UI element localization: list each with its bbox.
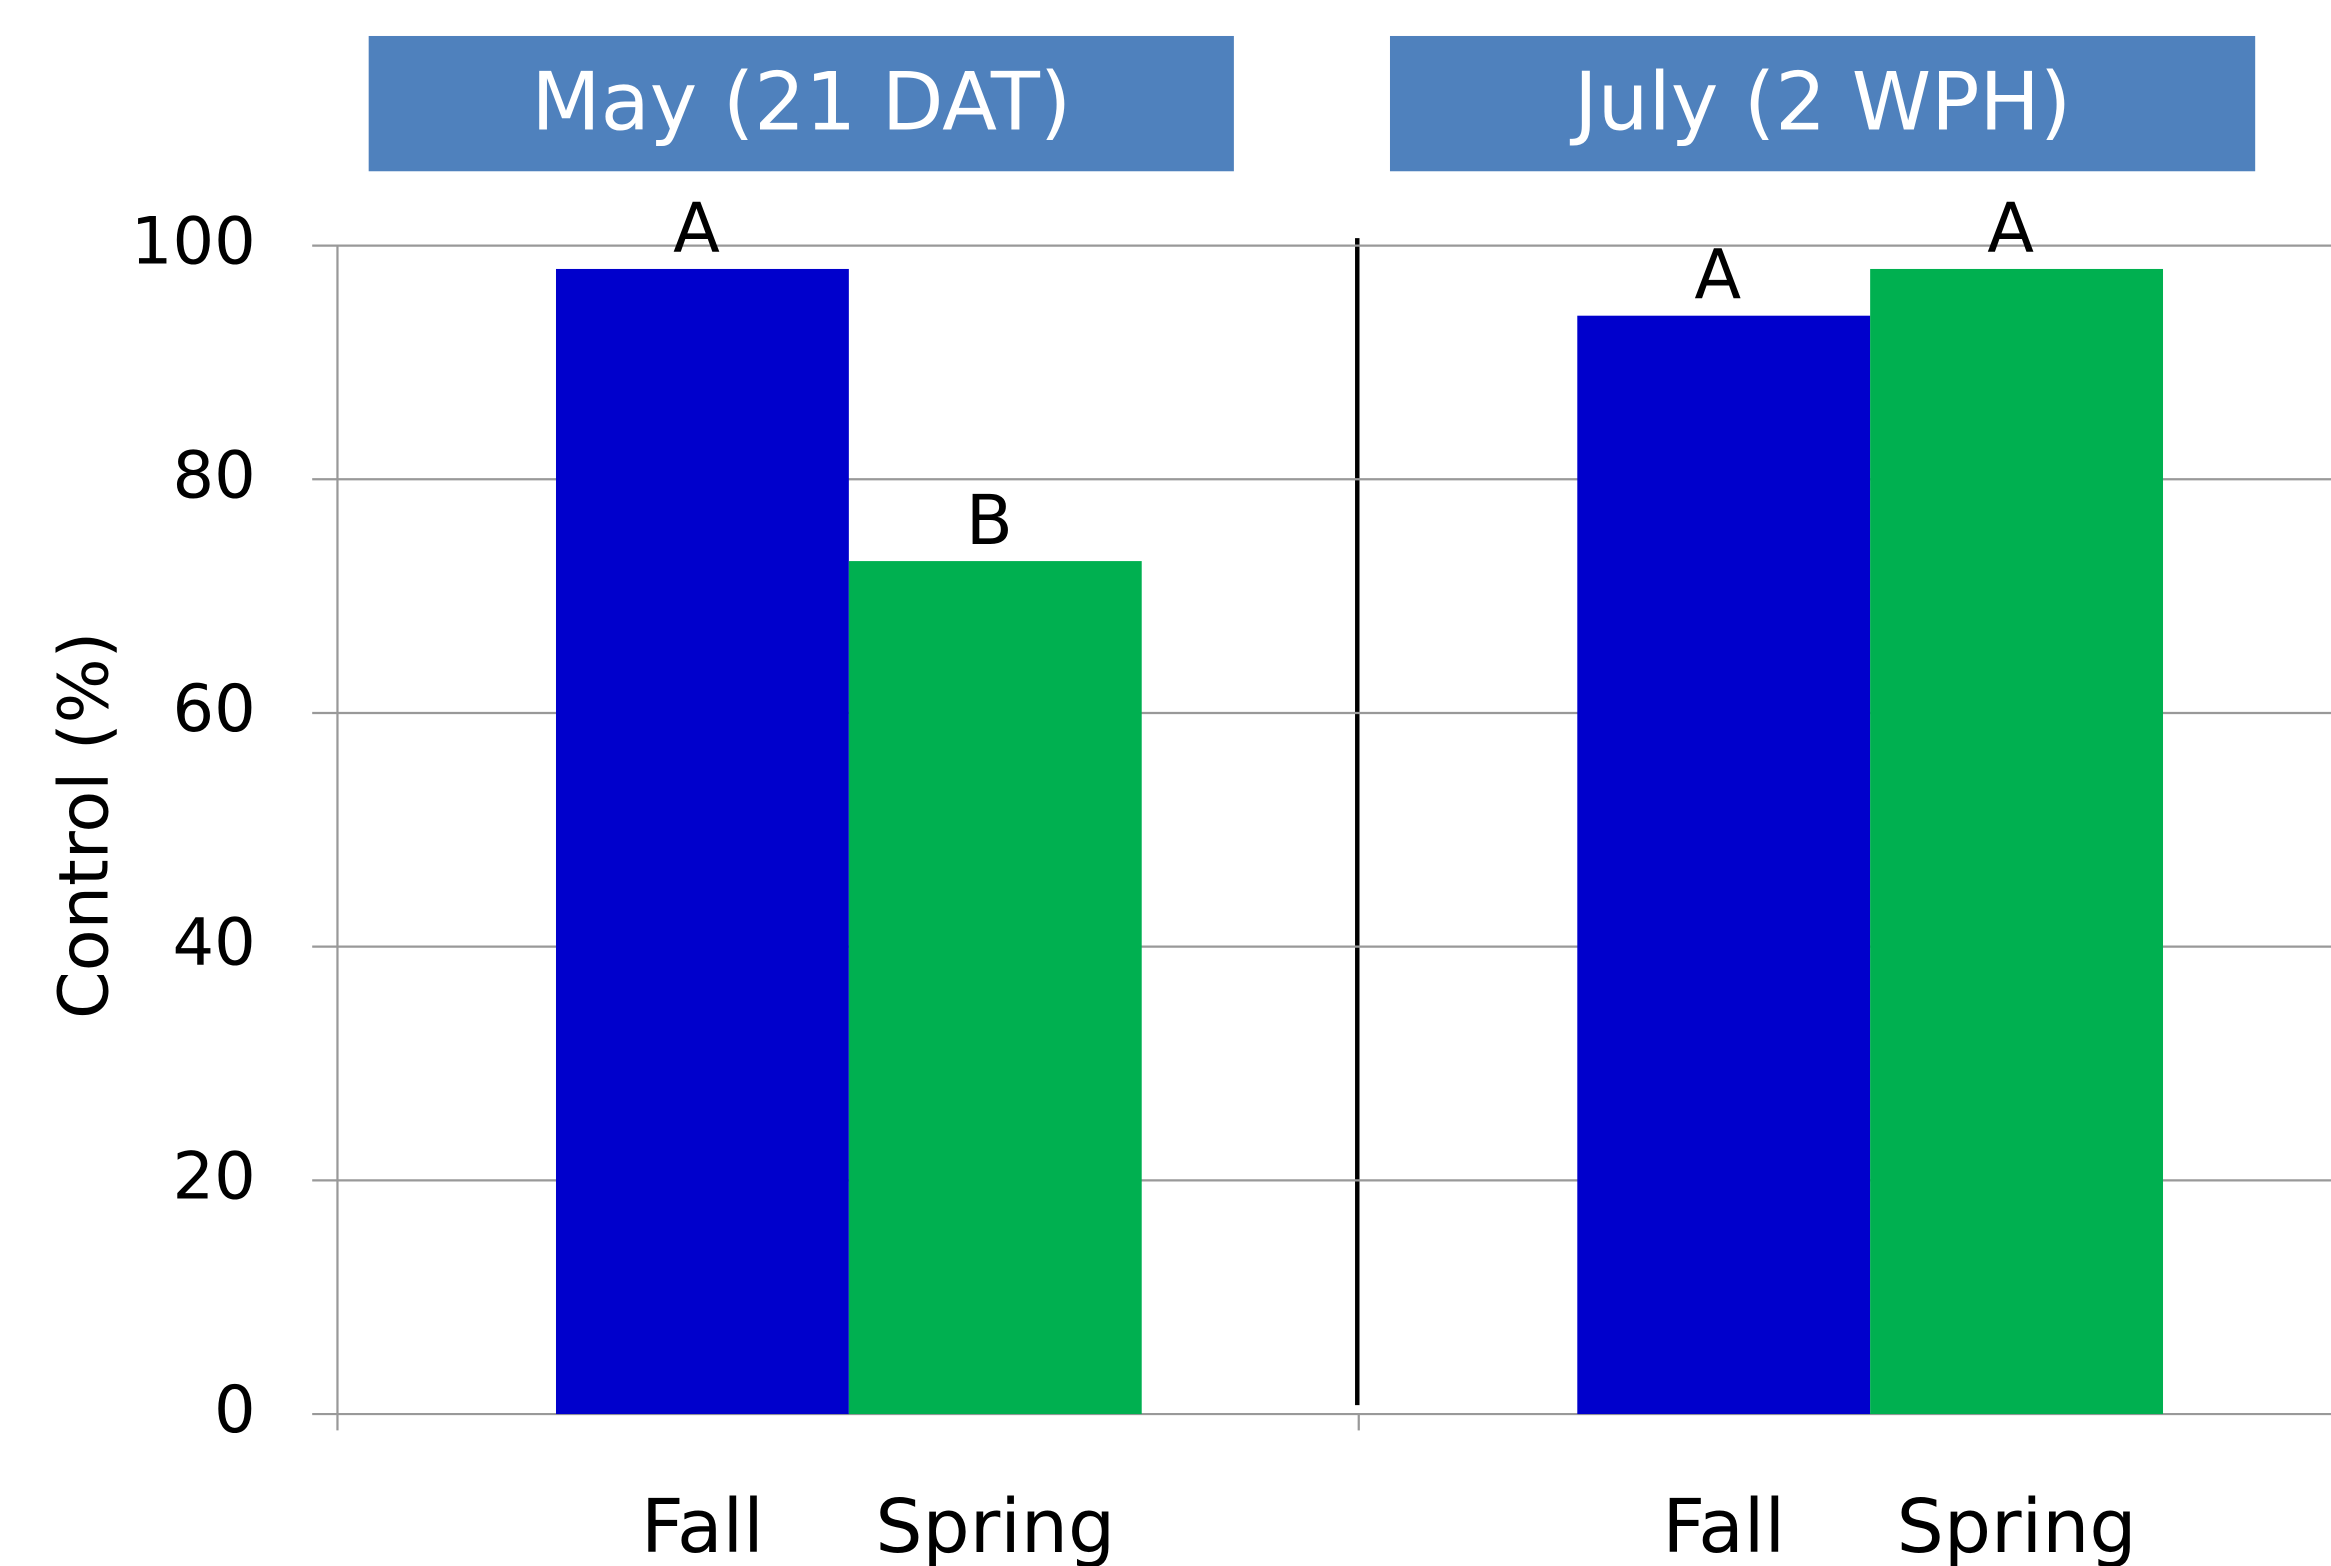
group-header xyxy=(368,35,1234,172)
significance-letter: A xyxy=(673,190,720,269)
y-tick-label: 100 xyxy=(131,204,256,280)
x-tick-label: Spring xyxy=(1897,1483,2137,1566)
y-tick-label: 40 xyxy=(172,905,255,981)
significance-letter: A xyxy=(1987,190,2034,269)
y-tick-label: 0 xyxy=(214,1372,256,1448)
y-tick-label: 20 xyxy=(172,1138,255,1214)
y-tick-label: 80 xyxy=(172,437,255,513)
significance-letter: B xyxy=(966,482,1013,561)
group-header xyxy=(1389,35,2256,172)
y-tick-label: 60 xyxy=(172,671,255,747)
x-tick-label: Fall xyxy=(641,1483,764,1566)
group-title: July (2 WPH) xyxy=(1569,54,2071,148)
bar xyxy=(1870,268,2164,1415)
x-tick-label: Spring xyxy=(875,1483,1115,1566)
group-title: May (21 DAT) xyxy=(531,54,1071,148)
bar xyxy=(555,268,849,1415)
x-tick-label: Fall xyxy=(1662,1483,1785,1566)
y-axis-label: Control (%) xyxy=(46,632,125,1019)
bar xyxy=(1577,315,1871,1415)
significance-letter: A xyxy=(1694,237,1741,316)
bar xyxy=(848,561,1142,1415)
